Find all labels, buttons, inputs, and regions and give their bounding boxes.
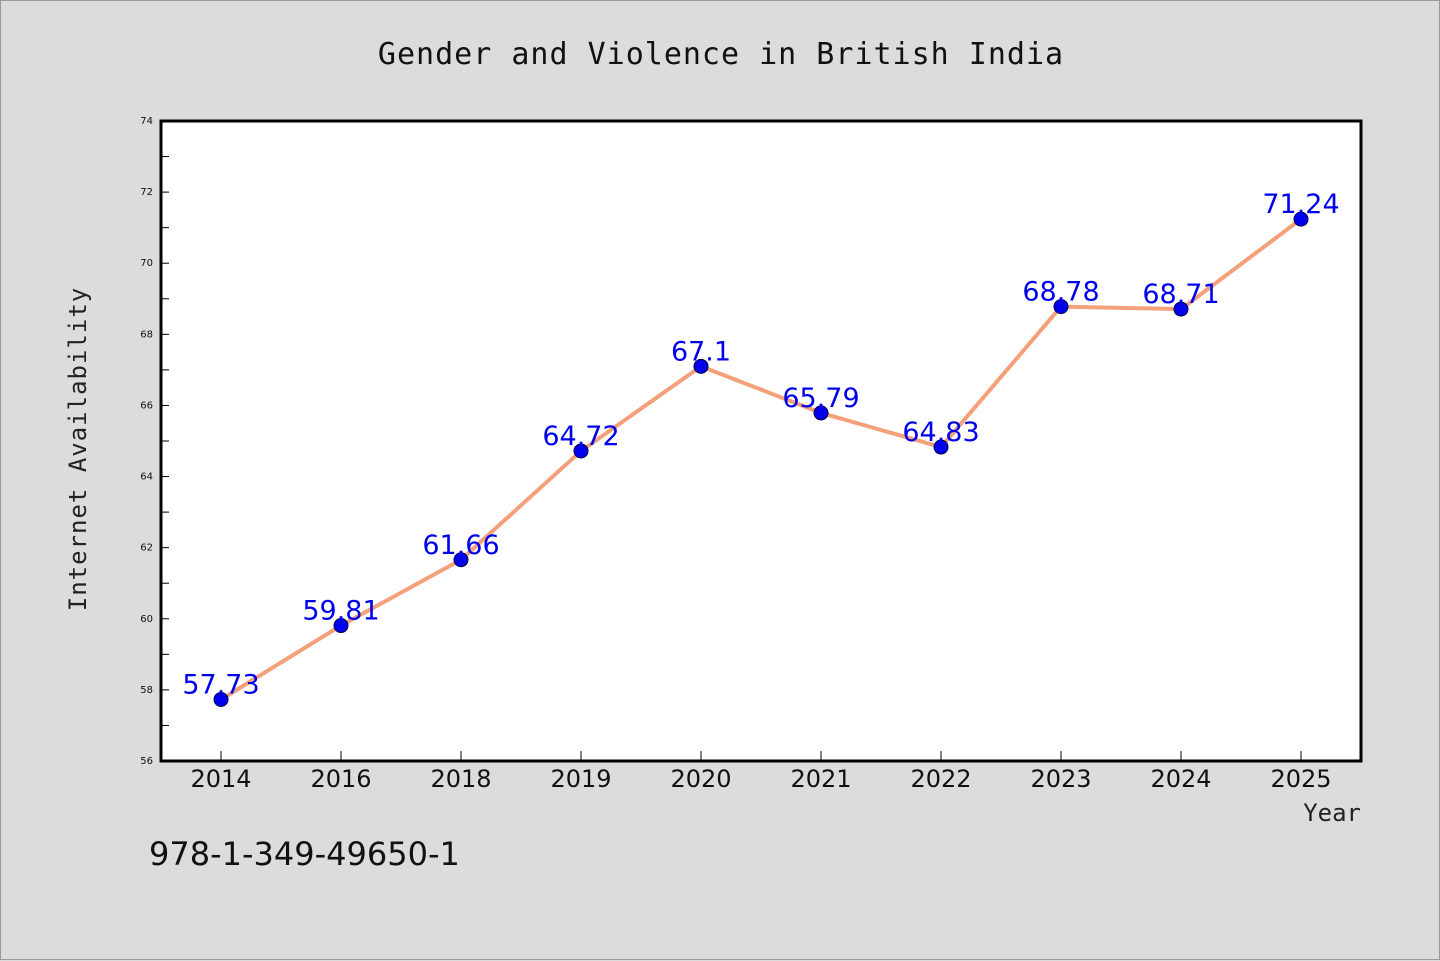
data-point bbox=[1293, 211, 1309, 227]
x-tick-label: 2025 bbox=[1270, 765, 1331, 793]
plot-frame bbox=[159, 119, 1363, 763]
x-tick-label: 2022 bbox=[910, 765, 971, 793]
data-label: 68.78 bbox=[1022, 277, 1099, 308]
data-label: 71.24 bbox=[1262, 189, 1339, 220]
x-axis-label: Year bbox=[1303, 799, 1361, 827]
data-label: 57.73 bbox=[182, 669, 259, 700]
y-tick-label: 58 bbox=[140, 685, 153, 696]
data-point bbox=[813, 405, 829, 421]
series-markers bbox=[213, 211, 1309, 707]
y-tick-label: 56 bbox=[140, 756, 153, 767]
data-label: 68.71 bbox=[1142, 279, 1219, 310]
data-label: 65.79 bbox=[782, 383, 859, 414]
data-label: 64.72 bbox=[542, 421, 619, 452]
y-axis-label: Internet Availability bbox=[64, 287, 92, 611]
x-tick-label: 2016 bbox=[310, 765, 371, 793]
y-tick-label: 70 bbox=[140, 258, 153, 269]
data-point bbox=[213, 691, 229, 707]
y-axis: 56 58 60 62 64 66 68 70 72 74 bbox=[140, 116, 169, 767]
x-tick-label: 2014 bbox=[190, 765, 251, 793]
y-tick-label: 66 bbox=[140, 400, 153, 411]
data-point bbox=[1173, 301, 1189, 317]
data-point bbox=[573, 443, 589, 459]
x-tick-label: 2023 bbox=[1030, 765, 1091, 793]
y-tick-label: 72 bbox=[140, 187, 153, 198]
y-tick-label: 62 bbox=[140, 543, 153, 554]
data-label: 61.66 bbox=[422, 530, 499, 561]
isbn-footer: 978-1-349-49650-1 bbox=[149, 835, 460, 873]
chart-title: Gender and Violence in British India bbox=[378, 37, 1064, 72]
data-point bbox=[453, 552, 469, 568]
data-label: 67.1 bbox=[671, 336, 731, 367]
data-point bbox=[693, 358, 709, 374]
data-label: 59.81 bbox=[302, 596, 379, 627]
y-tick-label: 64 bbox=[140, 472, 153, 483]
y-tick-label: 68 bbox=[140, 329, 153, 340]
x-tick-label: 2020 bbox=[670, 765, 731, 793]
data-point bbox=[333, 618, 349, 634]
x-tick-label: 2021 bbox=[790, 765, 851, 793]
x-tick-label: 2019 bbox=[550, 765, 611, 793]
data-labels: 57.73 59.81 61.66 64.72 67.1 65.79 64.83 68.78 6… bbox=[182, 189, 1339, 700]
series-line bbox=[219, 217, 1303, 702]
y-tick-label: 74 bbox=[140, 116, 153, 127]
x-axis: 2014 2016 2018 2019 2020 2021 2022 2023 2024 2025 bbox=[190, 751, 1332, 793]
x-tick-label: 2018 bbox=[430, 765, 491, 793]
x-tick-label: 2024 bbox=[1150, 765, 1211, 793]
plot-area bbox=[161, 121, 1361, 761]
data-label: 64.83 bbox=[902, 417, 979, 448]
data-point bbox=[1053, 299, 1069, 315]
data-point bbox=[933, 439, 949, 455]
y-tick-label: 60 bbox=[140, 614, 153, 625]
